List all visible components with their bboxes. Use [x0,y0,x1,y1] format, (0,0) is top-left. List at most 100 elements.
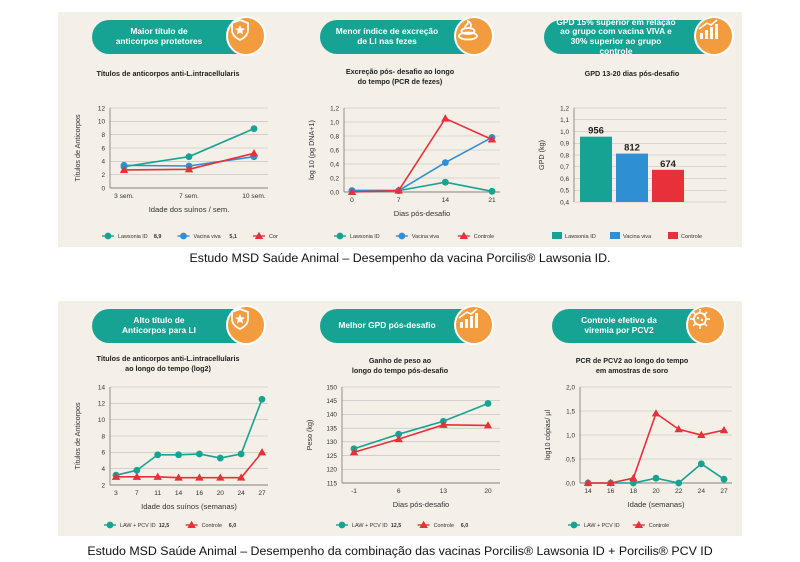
x-tick-label: 27 [720,488,728,495]
x-axis-label: Dias pós-desafio [394,209,451,218]
y-tick-label: 120 [326,467,337,474]
x-tick-label: 7 [397,197,401,204]
data-point [154,451,162,459]
legend-marker [336,232,344,240]
y-tick-label: 2,0 [566,384,575,391]
legend-marker [338,521,346,529]
series-line-controle [351,117,493,193]
badge-pill-3: GPD 15% superior em relação ao grupo com… [544,17,720,56]
bar-growth-icon [694,16,734,56]
x-tick-label: 16 [607,488,615,495]
data-point [487,135,497,143]
legend-label: Controle [202,523,222,529]
data-point [394,434,403,443]
data-point [629,479,637,487]
legend-label: Vacina viva [412,234,439,240]
y-tick-label: 0,0 [566,480,575,487]
legend-label: Vacina viva [623,234,652,240]
data-point [483,421,493,429]
y-tick-label: 4 [101,466,105,473]
data-point [185,153,193,161]
data-point [111,472,121,480]
x-tick-label: 20 [652,488,660,495]
data-point [720,475,728,483]
y-tick-label: 140 [326,412,337,419]
chart-title: GPD 13-20 dias pós-desafio [585,69,680,78]
y-tick-label: 0,5 [566,456,575,463]
chart-gpd: GPD 13-20 dias pós-desafio GPD (kg) 0,4 0,5… [537,69,727,240]
chart-title: PCR de PCV2 ao longo do tempo [576,356,689,365]
data-point [237,450,245,458]
data-point [216,473,225,481]
y-tick-label: 1,0 [566,432,575,439]
legend-label: Controle [649,523,669,529]
bar-value-label: 812 [624,143,640,154]
data-point [347,187,357,195]
chart-title: Ganho de peso ao [369,356,432,365]
y-tick-label: 0,6 [330,147,339,154]
y-tick-label: 1,2 [560,105,569,112]
y-tick-label: 6 [101,145,105,152]
x-tick-label: 27 [258,490,266,497]
data-point [583,478,593,486]
badge-title-4: Alto título de Anticorpos para LI [122,315,196,335]
x-tick-label: 20 [217,490,225,497]
legend-value: 5,1 [229,234,237,240]
badge-title-6: Controle efetivo da viremia por PCV2 [581,315,657,335]
virus-icon [686,305,726,345]
shield-star-icon [226,16,266,56]
y-tick-label: 0 [101,185,105,192]
y-axis-label: GPD (kg) [537,140,546,170]
data-point [249,149,259,157]
data-point [174,473,183,481]
y-tick-label: 125 [326,453,337,460]
x-tick-label: 14 [175,490,183,497]
data-point [394,186,403,194]
series-line-lawsonia-id [123,127,255,168]
x-tick-label: 3 sem. [114,193,134,200]
y-tick-label: 130 [326,439,337,446]
x-tick-label: -1 [351,488,357,495]
y-tick-label: 0,6 [560,176,569,183]
y-tick-label: 4 [101,159,105,166]
data-point [195,473,204,481]
badge-title-2: Menor índice de excreção de LI nas fezes [335,26,439,46]
data-point [395,430,403,438]
bar-value-label: 956 [588,126,604,137]
legend-label: LAW + PCV ID [584,523,620,529]
data-point [119,165,129,173]
caption-top: Estudo MSD Saúde Animal – Desempenho da … [189,251,611,265]
legend-swatch [552,232,562,239]
y-tick-label: 8 [101,132,105,139]
data-point [175,451,182,459]
data-point [184,165,194,173]
y-tick-label: 0,7 [560,164,569,171]
legend-label: Controle [269,234,278,240]
y-tick-label: 0,2 [330,175,339,182]
y-tick-label: 12 [98,401,106,408]
data-point [257,448,267,456]
y-tick-label: 1,1 [560,117,569,124]
x-axis-label: Idade dos suínos / sem. [149,205,230,214]
chart-antibody-titers-over-time: Títulos de anticorpos anti-L.intracellul… [73,354,268,529]
bar-value-label: 674 [660,159,677,170]
data-point [439,420,448,428]
y-tick-label: 135 [326,425,337,432]
data-point [441,178,449,186]
caption-bottom: Estudo MSD Saúde Animal – Desempenho da … [87,544,713,558]
x-tick-label: 13 [440,488,448,495]
data-point [651,409,661,417]
bar-vacina-viva [616,153,648,202]
data-point [697,430,706,438]
data-point [652,474,660,482]
data-point [484,400,492,407]
bar-growth-icon [454,305,494,345]
chart-title: em amostras de soro [596,366,669,375]
y-tick-label: 2 [101,482,105,489]
y-tick-label: 150 [326,384,337,391]
chart-title: do tempo (PCR de fezes) [358,77,443,86]
x-axis-label: Idade dos suínos (semanas) [141,502,237,511]
y-tick-label: 1,0 [330,119,339,126]
x-axis-label: Dias pós-desafio [393,500,450,509]
